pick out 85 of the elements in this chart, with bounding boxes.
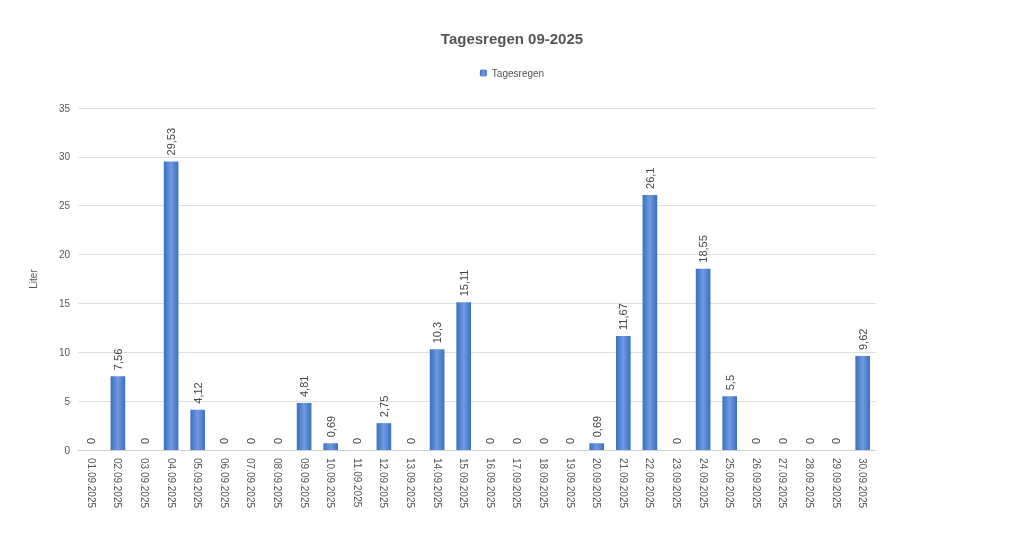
y-tick-label: 20: [58, 249, 71, 261]
data-label: 29,53: [165, 127, 178, 156]
x-tick-label: 04.09.2025: [165, 458, 177, 509]
data-label: 0: [85, 437, 98, 444]
x-tick-label: 23.09.2025: [671, 458, 682, 509]
x-tick-label: 08.09.2025: [272, 458, 283, 509]
x-tick-label: 01.09.2025: [85, 458, 97, 509]
x-tick-label: 07.09.2025: [245, 458, 257, 509]
data-label: 0,69: [590, 415, 603, 438]
data-label: 0: [218, 437, 231, 444]
data-label: 0: [271, 437, 284, 444]
data-label: 0: [537, 437, 550, 444]
data-label: 0: [564, 437, 577, 444]
bar: [376, 423, 392, 450]
data-label: 11,67: [617, 303, 630, 330]
data-label: 10,3: [431, 321, 444, 344]
x-tick-label: 26.09.2025: [750, 458, 762, 509]
x-tick-label: 28.09.2025: [804, 458, 815, 509]
data-label: 0: [138, 437, 151, 444]
x-tick-label: 05.09.2025: [192, 458, 204, 509]
bar: [642, 194, 658, 450]
data-label: 18,55: [697, 235, 710, 263]
y-tick-label: 10: [58, 346, 71, 358]
x-tick-label: 02.09.2025: [112, 458, 124, 509]
data-label: 5,5: [723, 374, 736, 391]
bar: [722, 396, 738, 450]
bar: [323, 443, 339, 450]
data-label: 15,11: [457, 269, 470, 297]
x-tick-label: 20.09.2025: [591, 458, 603, 509]
data-label: 7,56: [111, 348, 124, 371]
bar: [615, 335, 631, 450]
data-label: 0: [670, 437, 683, 444]
data-label: 0: [803, 437, 816, 444]
data-label: 0: [510, 437, 523, 444]
bar: [589, 443, 605, 450]
x-tick-label: 09.09.2025: [298, 458, 310, 509]
data-label: 0: [484, 437, 497, 444]
x-tick-label: 18.09.2025: [538, 458, 549, 509]
x-tick-label: 13.09.2025: [405, 458, 416, 509]
bar: [296, 403, 312, 450]
data-label: 0: [830, 437, 843, 444]
bar: [110, 376, 126, 450]
x-tick-label: 19.09.2025: [564, 458, 576, 509]
bar: [429, 349, 445, 450]
data-label: 4,12: [191, 382, 204, 404]
y-axis-title: Liter: [27, 268, 39, 289]
y-tick-label: 30: [58, 151, 71, 163]
x-tick-label: 15.09.2025: [458, 458, 470, 509]
data-label: 9,62: [856, 328, 869, 350]
x-tick-label: 06.09.2025: [218, 458, 230, 509]
bar: [695, 268, 711, 450]
data-label: 0,69: [324, 415, 337, 438]
x-tick-label: 03.09.2025: [139, 458, 150, 509]
bar: [855, 356, 871, 450]
y-tick-label: 25: [58, 200, 71, 212]
x-tick-label: 16.09.2025: [484, 458, 496, 509]
y-tick-label: 35: [58, 102, 71, 114]
x-tick-label: 30.09.2025: [857, 458, 869, 509]
x-tick-label: 24.09.2025: [697, 458, 709, 509]
x-tick-label: 27.09.2025: [777, 458, 789, 509]
data-label: 0: [750, 437, 763, 444]
y-tick-label: 5: [64, 395, 71, 407]
chart-title: Tagesregen 09-2025: [440, 30, 584, 47]
bar: [190, 409, 206, 450]
x-tick-label: 29.09.2025: [830, 458, 842, 509]
data-label: 4,81: [298, 375, 311, 397]
y-tick-label: 0: [64, 444, 71, 456]
x-tick-label: 14.09.2025: [431, 458, 443, 509]
bar: [163, 161, 179, 450]
x-tick-label: 10.09.2025: [325, 458, 337, 509]
data-label: 2,75: [377, 395, 390, 418]
x-tick-label: 25.09.2025: [724, 458, 736, 509]
x-tick-label: 11.09.2025: [351, 458, 363, 508]
x-tick-label: 21.09.2025: [617, 458, 629, 509]
x-tick-label: 22.09.2025: [644, 458, 656, 509]
legend-label: Tagesregen: [491, 67, 545, 79]
data-label: 0: [404, 437, 417, 444]
data-label: 26,1: [643, 167, 656, 189]
x-tick-label: 12.09.2025: [378, 458, 390, 509]
data-label: 0: [776, 437, 789, 444]
x-tick-label: 17.09.2025: [511, 458, 523, 509]
data-label: 0: [351, 437, 364, 444]
y-tick-label: 15: [58, 297, 71, 309]
data-label: 0: [244, 437, 257, 444]
bar: [456, 302, 472, 450]
